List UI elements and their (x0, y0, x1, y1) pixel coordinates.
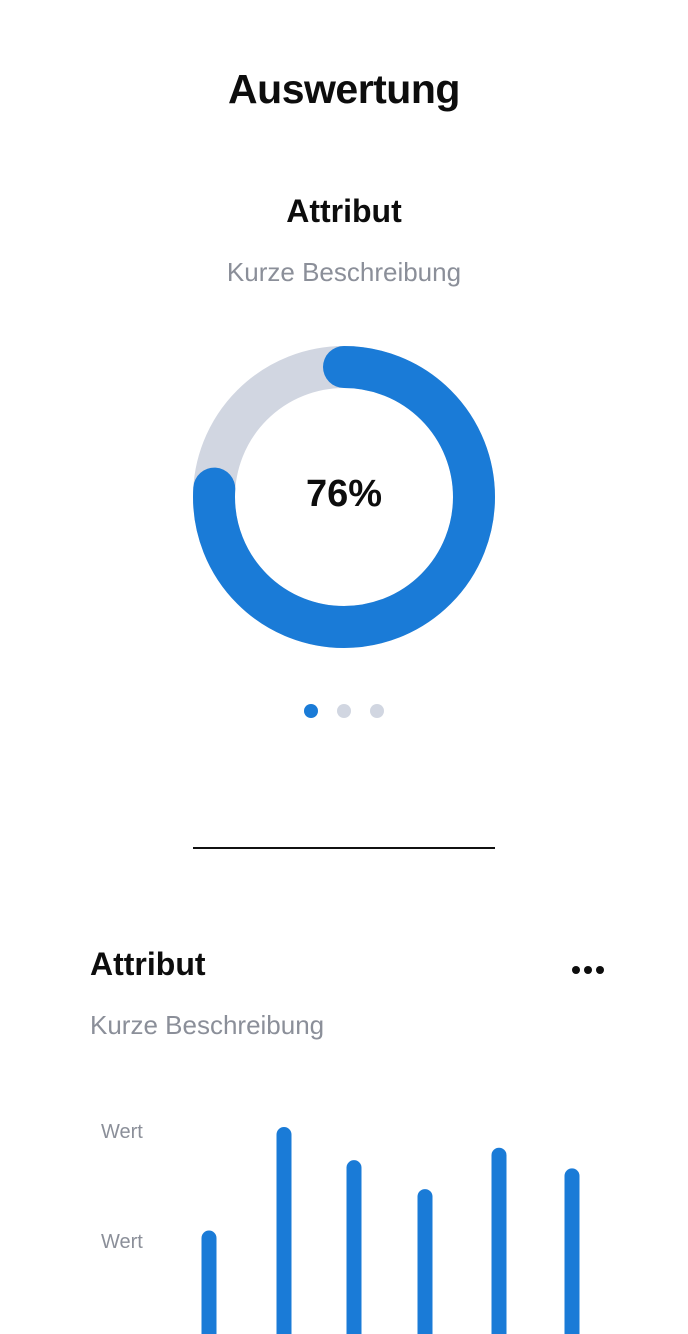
ellipsis-icon (584, 966, 592, 974)
bar-4 (417, 1189, 433, 1334)
chart-card-title: Attribut (90, 946, 206, 982)
chart-card-description: Kurze Beschreibung (90, 1010, 325, 1040)
donut-value-label: 76% (305, 473, 383, 515)
page-dot-2[interactable] (337, 704, 351, 718)
bar-5 (491, 1147, 507, 1334)
bar-1 (201, 1230, 217, 1334)
page-indicator (0, 704, 688, 718)
y-axis-label: Wert (101, 1121, 143, 1143)
card-title: Attribut (286, 193, 402, 229)
bar-3 (346, 1160, 362, 1334)
bar-2 (276, 1127, 292, 1334)
ellipsis-icon (572, 966, 580, 974)
page-dot-3[interactable] (370, 704, 384, 718)
page-title: Auswertung (228, 66, 460, 112)
card-description: Kurze Beschreibung (226, 257, 462, 287)
donut-progress-arc (193, 346, 495, 648)
page-dot-1[interactable] (304, 704, 318, 718)
attribute-chart-card: Attribut Kurze Beschreibung Wert Wert (0, 930, 688, 1334)
y-axis-label: Wert (101, 1231, 143, 1253)
section-divider (193, 847, 495, 849)
more-options-button[interactable] (566, 960, 610, 980)
ellipsis-icon (596, 966, 604, 974)
bar-6 (564, 1168, 580, 1334)
bar-chart (201, 1127, 580, 1334)
attribute-summary-card: Attribut Kurze Beschreibung 76% (0, 190, 688, 750)
donut-chart: 76% (193, 346, 495, 648)
